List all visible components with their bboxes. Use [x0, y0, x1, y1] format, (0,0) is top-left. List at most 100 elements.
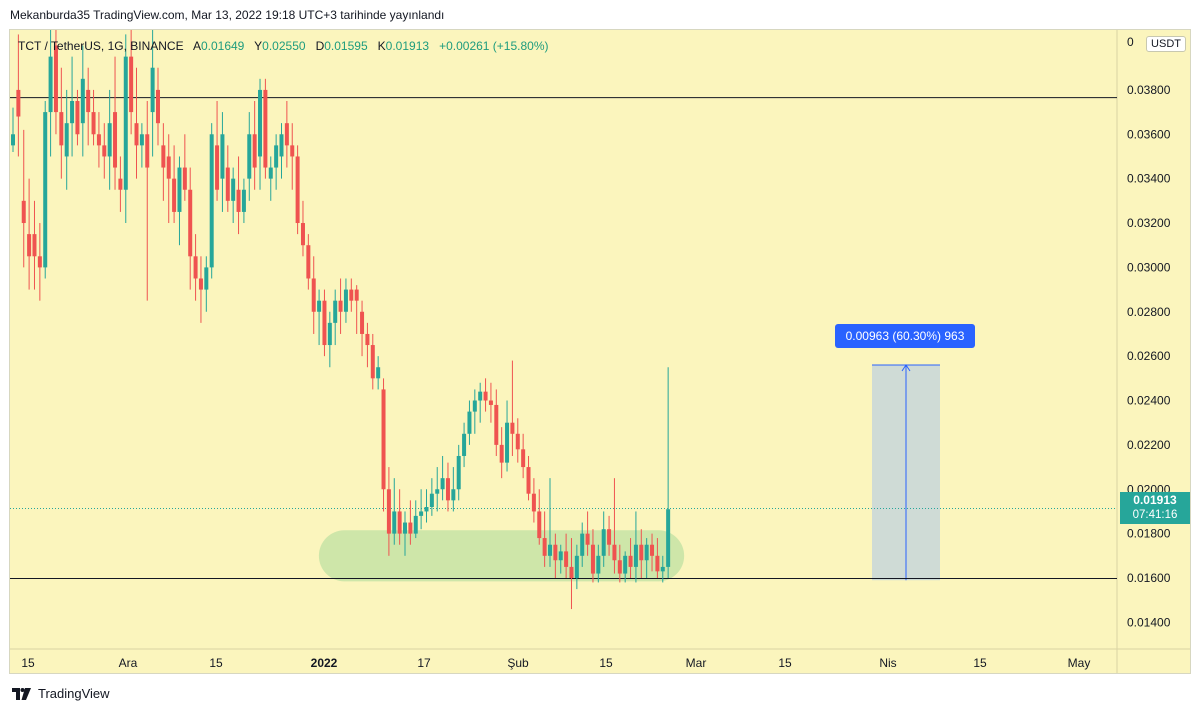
candle: [660, 555, 665, 583]
candle-body: [107, 123, 112, 157]
candle: [612, 478, 617, 574]
candle: [617, 544, 622, 583]
candle-body: [660, 566, 665, 572]
measure-tool-group[interactable]: [872, 364, 940, 581]
candle: [548, 478, 552, 567]
candle-body: [129, 56, 134, 113]
time-tick-label: 15: [778, 656, 792, 670]
candle-body: [96, 134, 101, 146]
price-tick-label: 0.02200: [1127, 438, 1171, 452]
candle: [123, 34, 128, 224]
candle: [472, 389, 477, 434]
candle-body: [403, 522, 408, 534]
candle-body: [333, 300, 338, 323]
candle-body: [59, 112, 64, 146]
candle-body: [75, 100, 80, 135]
candlestick-chart[interactable]: 0.014000.016000.018000.020000.022000.024…: [10, 30, 1191, 674]
candle: [628, 538, 633, 579]
candle: [75, 89, 80, 146]
candle-body: [91, 112, 96, 135]
candle-body: [590, 544, 595, 574]
candle: [483, 378, 488, 412]
candle: [580, 522, 585, 567]
candle-body: [231, 178, 236, 201]
candle-body: [290, 145, 295, 157]
candle: [408, 500, 413, 545]
candle-body: [118, 178, 123, 190]
candle-body: [537, 511, 542, 539]
open-label: A: [192, 39, 201, 53]
candle-body: [21, 200, 26, 224]
candle: [370, 333, 375, 390]
candle: [96, 112, 101, 168]
candle-body: [150, 67, 155, 113]
price-tick-label: 0.03200: [1127, 216, 1171, 230]
candle: [252, 100, 257, 190]
candle: [349, 278, 354, 312]
candle-body: [633, 544, 638, 567]
candle: [295, 145, 300, 235]
candle: [451, 467, 456, 512]
candle: [172, 145, 177, 224]
symbol-info-bar: TCT / TetherUS, 1G, BINANCE A0.01649 Y0.…: [18, 39, 549, 53]
candle: [27, 178, 32, 290]
time-tick-label: 15: [209, 656, 223, 670]
candle: [488, 382, 493, 423]
candle: [86, 67, 91, 146]
horizontal-lines-group[interactable]: [10, 97, 1117, 579]
candle-body: [145, 134, 150, 168]
candle-body: [236, 189, 241, 212]
candle-body: [274, 145, 279, 168]
candle: [268, 156, 273, 201]
candle: [209, 123, 214, 279]
candle: [574, 544, 579, 590]
candle-body: [225, 167, 230, 201]
candle-body: [472, 400, 477, 412]
candle: [70, 56, 75, 157]
candle-body: [241, 189, 246, 212]
time-tick-label: 17: [417, 656, 431, 670]
candle-body: [435, 489, 440, 494]
candle-body: [392, 511, 397, 534]
candle: [198, 256, 203, 323]
price-tick-label: 0: [1127, 35, 1134, 49]
tradingview-logo-icon: [12, 687, 32, 701]
candle-body: [102, 145, 107, 157]
symbol-name[interactable]: TCT / TetherUS, 1G, BINANCE: [18, 39, 184, 53]
candle: [360, 300, 365, 357]
candle: [247, 112, 252, 201]
candle-body: [424, 507, 429, 512]
candle: [231, 167, 236, 224]
candle-body: [80, 78, 85, 124]
price-tick-label: 0.01800: [1127, 527, 1171, 541]
candle-body: [123, 56, 128, 190]
price-tick-label: 0.03000: [1127, 260, 1171, 274]
chart-frame[interactable]: 0.01400 0.01600 0.01800 0.02000 0.02200 0.024…: [9, 29, 1191, 674]
candle: [161, 123, 166, 201]
candle-body: [639, 544, 644, 561]
candle-body: [445, 478, 450, 501]
candle: [607, 515, 612, 556]
candle: [145, 100, 150, 301]
candle: [91, 89, 96, 146]
candle: [515, 418, 520, 463]
candle-body: [526, 467, 531, 494]
candle-body: [37, 256, 42, 268]
currency-button[interactable]: USDT: [1146, 36, 1186, 52]
candle: [322, 289, 327, 357]
candle-body: [553, 544, 558, 561]
candle-body: [258, 89, 263, 157]
candle: [155, 67, 160, 146]
candle-body: [279, 134, 284, 157]
candle-body: [467, 411, 472, 434]
price-tick-label: 0.01400: [1127, 615, 1171, 629]
candle: [403, 511, 408, 556]
candle: [204, 256, 209, 312]
candle: [429, 478, 434, 516]
candle-body: [585, 533, 590, 545]
candle: [666, 367, 671, 579]
measure-label[interactable]: 0.00963 (60.30%) 963: [835, 324, 975, 348]
candle-body: [429, 493, 434, 508]
candle: [478, 382, 483, 423]
candle-body: [607, 529, 612, 545]
